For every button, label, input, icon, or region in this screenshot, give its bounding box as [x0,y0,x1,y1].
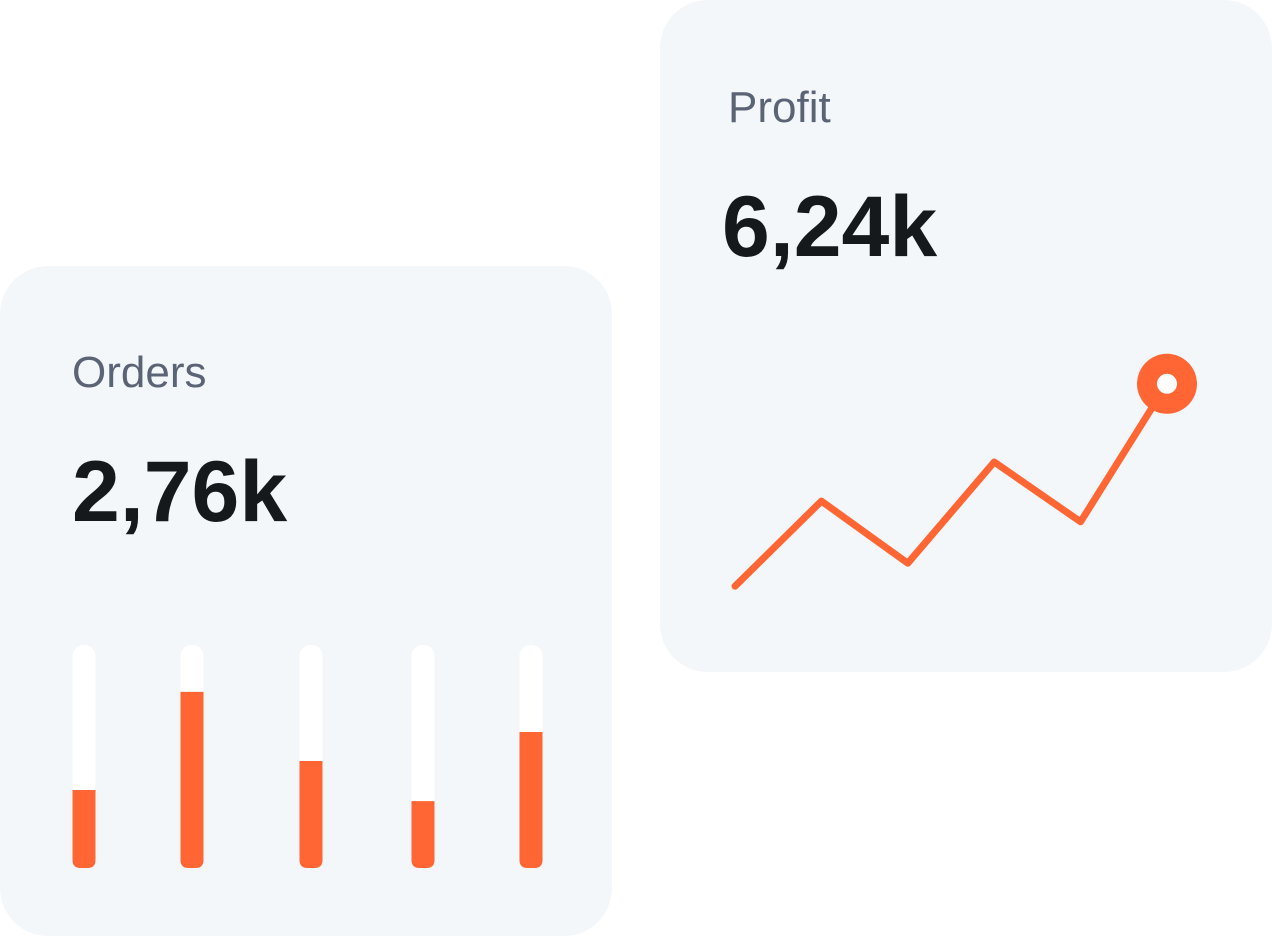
profit-card [660,0,1272,672]
card-title: Profit [728,83,831,132]
bar [519,731,543,868]
bar [180,691,204,868]
bar [411,801,435,868]
orders-card [0,266,612,936]
card-value: 6,24k [722,179,937,275]
bar [72,789,96,868]
card-value: 2,76k [72,444,287,540]
card-title: Orders [72,348,206,397]
bar [299,760,323,868]
end-marker-center [1157,373,1177,394]
line [731,380,1171,590]
